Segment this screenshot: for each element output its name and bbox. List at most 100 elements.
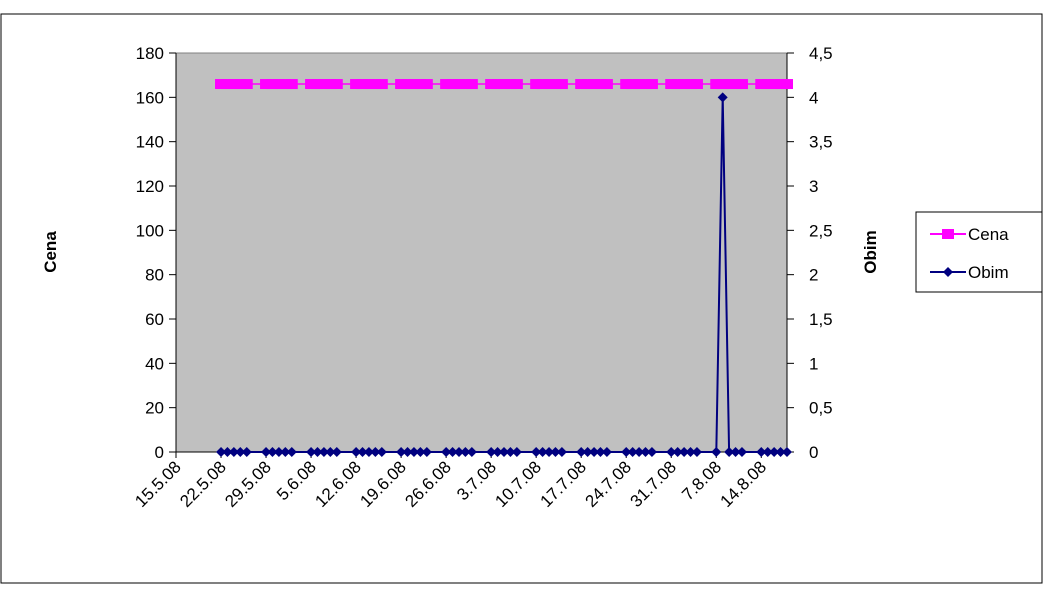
point-obim: [717, 92, 728, 103]
point-cena: [452, 79, 465, 90]
point-cena: [227, 79, 240, 90]
y-right-tick-label: 2,5: [809, 221, 833, 240]
point-cena: [369, 79, 382, 90]
point-obim: [531, 447, 542, 457]
point-cena: [755, 79, 768, 90]
point-cena: [555, 79, 568, 90]
point-obim: [222, 447, 233, 457]
point-cena: [324, 79, 337, 90]
y-left-tick-label: 180: [136, 44, 164, 63]
point-obim: [273, 447, 284, 457]
point-cena: [498, 79, 511, 90]
point-obim: [621, 447, 632, 457]
point-obim: [466, 447, 477, 457]
point-obim: [685, 447, 696, 457]
point-obim: [241, 447, 252, 457]
point-obim: [261, 447, 272, 457]
point-cena: [420, 79, 433, 90]
point-obim: [550, 447, 561, 457]
legend-label-obim: Obim: [968, 263, 1009, 282]
point-cena: [774, 79, 787, 90]
point-obim: [402, 447, 413, 457]
point-cena: [446, 79, 459, 90]
point-obim: [756, 447, 767, 457]
point-cena: [678, 79, 691, 90]
point-obim: [306, 447, 317, 457]
point-cena: [665, 79, 678, 90]
point-obim: [228, 447, 239, 457]
y-right-tick-label: 4: [809, 88, 818, 107]
point-cena: [781, 79, 793, 90]
point-obim: [537, 447, 548, 457]
point-obim: [582, 447, 593, 457]
point-obim: [453, 447, 464, 457]
point-cena: [633, 79, 646, 90]
point-cena: [594, 79, 607, 90]
point-cena: [356, 79, 369, 90]
point-obim: [396, 447, 407, 457]
point-cena: [575, 79, 588, 90]
point-obim: [486, 447, 497, 457]
y-right-tick-label: 1: [809, 354, 818, 373]
point-cena: [311, 79, 324, 90]
y-left-tick-label: 40: [145, 354, 164, 373]
point-cena: [684, 79, 697, 90]
point-obim: [267, 447, 278, 457]
point-obim: [325, 447, 336, 457]
point-obim: [595, 447, 606, 457]
point-obim: [441, 447, 452, 457]
point-obim: [351, 447, 362, 457]
point-cena: [626, 79, 639, 90]
point-obim: [627, 447, 638, 457]
y-right-tick-label: 0,5: [809, 399, 833, 418]
point-cena: [414, 79, 427, 90]
point-cena: [305, 79, 318, 90]
point-cena: [729, 79, 742, 90]
y-right-tick-label: 1,5: [809, 310, 833, 329]
point-cena: [639, 79, 652, 90]
point-cena: [588, 79, 601, 90]
point-obim: [672, 447, 683, 457]
point-obim: [280, 447, 291, 457]
point-obim: [775, 447, 786, 457]
point-cena: [536, 79, 549, 90]
point-cena: [768, 79, 781, 90]
point-cena: [735, 79, 748, 90]
y-right-axis-title: Obim: [861, 230, 880, 273]
point-obim: [576, 447, 587, 457]
point-obim: [691, 447, 702, 457]
legend-label-cena: Cena: [968, 225, 1009, 244]
point-cena: [600, 79, 613, 90]
point-cena: [350, 79, 363, 90]
point-cena: [581, 79, 594, 90]
point-cena: [510, 79, 523, 90]
point-obim: [556, 447, 567, 457]
point-obim: [646, 447, 657, 457]
point-cena: [459, 79, 472, 90]
point-cena: [671, 79, 684, 90]
point-obim: [666, 447, 677, 457]
point-obim: [376, 447, 387, 457]
y-right-tick-label: 2: [809, 266, 818, 285]
point-obim: [711, 447, 722, 457]
point-cena: [690, 79, 703, 90]
point-obim: [357, 447, 368, 457]
point-cena: [543, 79, 556, 90]
point-obim: [634, 447, 645, 457]
y-left-tick-label: 100: [136, 221, 164, 240]
point-obim: [370, 447, 381, 457]
point-cena: [317, 79, 330, 90]
y-right-tick-label: 0: [809, 443, 818, 462]
point-obim: [679, 447, 690, 457]
point-cena: [491, 79, 504, 90]
point-obim: [724, 447, 735, 457]
series-layer: [215, 79, 793, 457]
point-cena: [645, 79, 658, 90]
y-right-tick-label: 3: [809, 177, 818, 196]
point-cena: [221, 79, 234, 90]
point-cena: [234, 79, 247, 90]
y-right-tick-label: 3,5: [809, 133, 833, 152]
point-cena: [549, 79, 562, 90]
point-obim: [331, 447, 342, 457]
